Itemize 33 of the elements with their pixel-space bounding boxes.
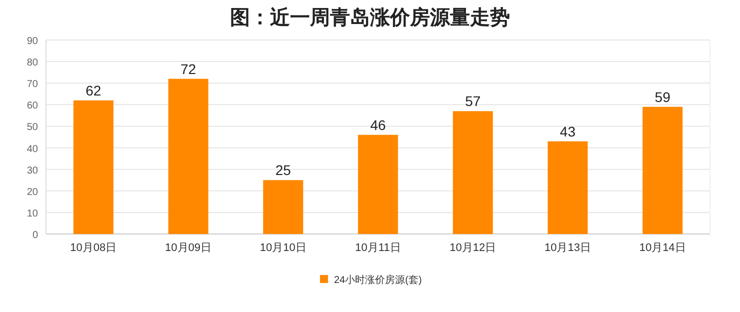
bar bbox=[168, 78, 208, 234]
y-tick-label: 50 bbox=[26, 122, 38, 134]
x-tick-label: 10月08日 bbox=[70, 242, 117, 254]
y-tick-label: 60 bbox=[26, 100, 38, 112]
y-tick-label: 10 bbox=[26, 208, 38, 220]
y-tick-label: 0 bbox=[32, 230, 38, 241]
y-tick-label: 30 bbox=[26, 165, 38, 176]
data-label: 25 bbox=[275, 162, 292, 178]
data-label: 43 bbox=[560, 123, 576, 140]
data-label: 62 bbox=[86, 82, 102, 98]
x-tick-label: 10月09日 bbox=[165, 242, 212, 254]
bar bbox=[263, 180, 304, 234]
y-tick-label: 90 bbox=[26, 36, 38, 47]
y-tick-label: 70 bbox=[26, 79, 38, 90]
x-tick-label: 10月10日 bbox=[260, 242, 306, 254]
y-tick-label: 40 bbox=[26, 144, 38, 155]
bar bbox=[548, 141, 588, 234]
bar bbox=[358, 134, 398, 234]
bar bbox=[73, 100, 114, 234]
data-label: 46 bbox=[370, 116, 386, 133]
data-label: 72 bbox=[180, 60, 196, 77]
legend-label: 24小时涨价房源(套) bbox=[334, 274, 422, 286]
chart-title: 图：近一周青岛涨价房源量走势 bbox=[230, 6, 510, 29]
x-tick-label: 10月11日 bbox=[355, 242, 401, 254]
data-label: 57 bbox=[465, 93, 481, 110]
x-tick-label: 10月14日 bbox=[639, 242, 686, 254]
y-tick-label: 80 bbox=[26, 58, 38, 69]
bar bbox=[452, 111, 493, 234]
y-tick-label: 20 bbox=[26, 186, 38, 198]
x-tick-label: 10月12日 bbox=[450, 242, 496, 254]
x-tick-label: 10月13日 bbox=[544, 242, 591, 254]
data-label: 59 bbox=[654, 88, 671, 105]
bar bbox=[642, 106, 683, 234]
